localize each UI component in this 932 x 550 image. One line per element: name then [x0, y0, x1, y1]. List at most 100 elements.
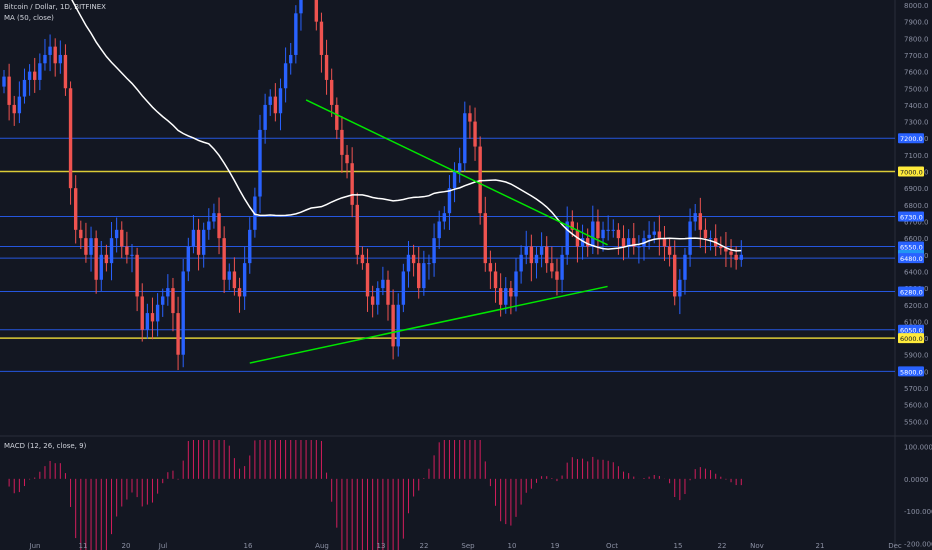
candle[interactable] [457, 163, 462, 172]
candle[interactable] [222, 238, 226, 280]
candle[interactable] [150, 313, 155, 322]
candle[interactable] [268, 96, 272, 105]
candle[interactable] [585, 238, 590, 247]
candle[interactable] [724, 248, 728, 252]
candle[interactable] [693, 213, 697, 222]
candle[interactable] [201, 229, 206, 255]
candle[interactable] [248, 229, 252, 264]
candle[interactable] [683, 254, 687, 280]
candle[interactable] [145, 313, 150, 330]
candle[interactable] [504, 288, 508, 305]
candle[interactable] [565, 221, 569, 255]
candle[interactable] [606, 229, 610, 231]
candle[interactable] [555, 271, 559, 280]
candle[interactable] [68, 88, 73, 189]
candle[interactable] [43, 54, 47, 64]
candle[interactable] [632, 238, 636, 247]
candle[interactable] [22, 79, 27, 97]
candle[interactable] [12, 104, 16, 114]
candle[interactable] [166, 288, 170, 297]
candle[interactable] [38, 63, 42, 80]
candle[interactable] [104, 254, 109, 264]
candle[interactable] [370, 296, 375, 305]
candle[interactable] [514, 271, 518, 297]
candle[interactable] [396, 304, 400, 347]
candle[interactable] [488, 263, 493, 272]
chart-symbol-legend[interactable]: Bitcoin / Dollar, 1D, BITFINEX [4, 3, 106, 11]
candle[interactable] [678, 279, 682, 297]
candle[interactable] [125, 246, 129, 255]
candle[interactable] [422, 263, 426, 289]
candle[interactable] [478, 146, 482, 214]
candle[interactable] [386, 279, 390, 305]
candle[interactable] [217, 213, 221, 239]
triangle-trendline[interactable] [249, 285, 608, 364]
candle[interactable] [381, 279, 385, 289]
candle[interactable] [171, 288, 175, 314]
candle[interactable] [283, 63, 288, 89]
candle[interactable] [411, 254, 416, 264]
candle[interactable] [432, 238, 436, 264]
candle[interactable] [99, 254, 103, 280]
candle[interactable] [294, 13, 298, 55]
candle[interactable] [7, 76, 11, 105]
ma-indicator-legend[interactable]: MA (50, close) [4, 14, 54, 22]
candle[interactable] [524, 246, 528, 255]
candle[interactable] [637, 246, 641, 248]
candle[interactable] [120, 229, 124, 247]
candle[interactable] [130, 254, 134, 256]
candle[interactable] [611, 229, 615, 231]
candle[interactable] [263, 104, 267, 130]
candle[interactable] [89, 238, 93, 255]
candle[interactable] [242, 263, 247, 297]
candle[interactable] [191, 229, 196, 247]
candle[interactable] [703, 229, 708, 239]
candle[interactable] [601, 229, 605, 239]
candle[interactable] [483, 213, 487, 264]
candle[interactable] [314, 0, 319, 22]
candle[interactable] [616, 229, 621, 239]
candle[interactable] [673, 254, 677, 297]
candle[interactable] [350, 163, 354, 205]
candle[interactable] [135, 254, 139, 297]
candle[interactable] [442, 213, 447, 222]
candle[interactable] [729, 251, 733, 255]
candle[interactable] [498, 288, 503, 305]
candle[interactable] [591, 221, 595, 247]
candle[interactable] [539, 246, 544, 255]
candle[interactable] [437, 221, 441, 239]
candle[interactable] [570, 221, 575, 230]
candle[interactable] [109, 238, 114, 264]
candle[interactable] [232, 271, 237, 289]
candle[interactable] [140, 296, 144, 330]
candle[interactable] [719, 246, 723, 249]
candle[interactable] [289, 54, 293, 64]
candle[interactable] [355, 204, 359, 255]
candle[interactable] [84, 238, 88, 255]
candle[interactable] [324, 54, 329, 80]
candle[interactable] [734, 254, 738, 260]
candle[interactable] [63, 54, 68, 89]
candle[interactable] [79, 229, 83, 239]
candle[interactable] [319, 21, 324, 55]
triangle-trendline[interactable] [305, 99, 608, 246]
candle[interactable] [176, 313, 180, 355]
candle[interactable] [186, 246, 191, 272]
candle[interactable] [529, 246, 534, 264]
candle[interactable] [33, 71, 37, 80]
candle[interactable] [365, 263, 370, 297]
candle[interactable] [657, 231, 662, 239]
candle[interactable] [519, 254, 523, 272]
candle[interactable] [534, 254, 539, 264]
candle[interactable] [181, 271, 185, 355]
candle[interactable] [452, 171, 457, 189]
candle[interactable] [27, 71, 32, 80]
candle[interactable] [329, 79, 334, 105]
candle[interactable] [406, 254, 411, 272]
candle[interactable] [468, 113, 472, 122]
candle[interactable] [258, 129, 262, 197]
candle[interactable] [739, 254, 743, 260]
candle[interactable] [227, 271, 231, 280]
candle[interactable] [447, 188, 452, 214]
candle[interactable] [155, 304, 160, 322]
